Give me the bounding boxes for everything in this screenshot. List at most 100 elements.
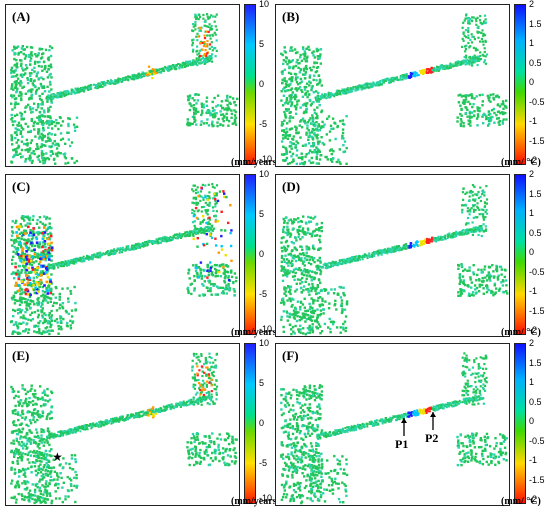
scatter-point [222,286,225,290]
scatter-point [37,87,40,90]
bridge-point [85,257,88,260]
bridge-point [362,87,365,90]
scatter-point [281,122,285,126]
bridge-point [52,97,55,100]
scatter-point [66,287,69,290]
scatter-point [194,226,197,229]
scatter-point [341,134,344,138]
scatter-point [475,117,479,120]
scatter-point [467,30,470,33]
scatter-point [295,310,298,313]
bridge-point [157,242,160,245]
scatter-point [59,320,63,323]
scatter-point [342,326,345,329]
scatter-point [31,244,34,248]
scatter-point [299,278,302,282]
bridge-point [207,226,210,228]
scatter-point [42,234,45,238]
scatter-point [289,104,293,108]
bridge-point [347,89,350,92]
bridge-point [345,89,348,92]
scatter-point [44,295,48,299]
scatter-point [43,134,47,138]
scatter-point [325,155,328,159]
scatter-point [40,311,43,314]
scatter-point [464,100,467,104]
scatter-point [233,114,237,117]
bridge-point [370,82,373,85]
scatter-point [40,149,44,153]
scatter-point [214,200,217,203]
scatter-point [206,213,209,216]
scatter-point [316,315,319,319]
scatter-point [469,278,472,281]
scatter-point [200,113,203,117]
bridge-point [142,243,145,246]
scatter-point [299,286,303,290]
bridge-point [322,94,325,97]
bridge-point [83,260,86,263]
scatter-point [299,81,302,85]
scatter-point [36,252,39,256]
scatter-point [486,94,490,98]
scatter-point [50,241,53,245]
scatter-point [290,93,293,97]
bridge-point [60,265,62,268]
scatter-point [283,102,287,105]
scatter-point [21,135,24,138]
scatter-point [491,264,494,267]
scatter-point [48,137,51,141]
scatter-point [305,153,308,156]
scatter-point [34,283,37,286]
scatter-point [15,231,18,234]
bridge-point [47,94,50,97]
bridge-point [384,80,387,82]
scatter-point [21,217,25,220]
scatter-point [30,241,33,245]
bridge-point [164,239,167,242]
scatter-point [308,324,311,328]
bridge-point [354,85,357,88]
scatter-point [289,94,292,97]
scatter-point [16,66,19,69]
scatter-point [217,269,221,273]
scatter-point [40,143,44,146]
scatter-point [458,282,461,286]
scatter-point [286,122,289,125]
scatter-point [283,119,286,122]
scatter-point [66,325,69,328]
scatter-point [193,184,196,187]
scatter-point [342,328,345,331]
bridge-point [191,63,194,66]
scatter-point [301,236,304,239]
scatter-point [48,297,52,300]
scatter-point [203,57,206,60]
scatter-point [217,251,220,254]
scatter-point [48,145,51,148]
scatter-point [310,86,313,90]
scatter-point [50,66,53,69]
scatter-point [44,294,47,297]
bridge-point [153,241,156,244]
scatter-point [317,228,321,232]
bridge-point [129,77,132,80]
bridge-point [125,245,128,248]
bridge-point [135,75,138,78]
bridge-point [190,231,192,233]
colorbar-tick: -10 [259,154,273,164]
bridge-point [354,89,357,92]
scatter-point [45,272,49,276]
bridge-point [145,72,148,75]
bridge-point [379,83,382,86]
scatter-point [478,230,481,233]
bridge-point [185,65,187,68]
scatter-point [221,107,224,110]
bridge-point [107,254,110,257]
scatter-point [462,289,465,292]
scatter-point [469,208,472,211]
scatter-point [216,219,220,223]
scatter-point [57,332,60,335]
scatter-point [288,150,292,154]
scatter-point [344,326,348,330]
scatter-point [14,238,17,242]
